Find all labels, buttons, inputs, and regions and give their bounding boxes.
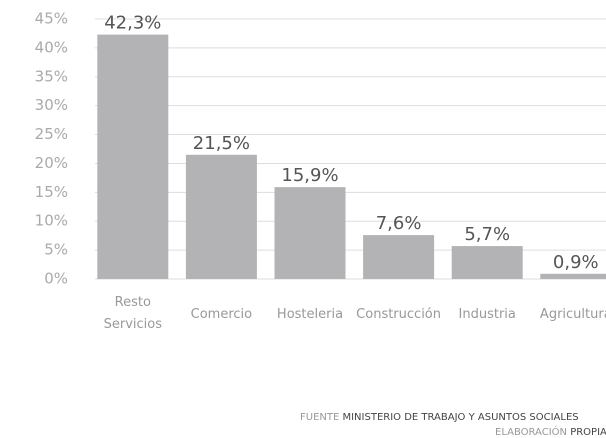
bar bbox=[540, 273, 606, 279]
bar bbox=[451, 246, 523, 279]
value-label: 21,5% bbox=[193, 133, 250, 154]
bar bbox=[185, 154, 257, 279]
x-tick-label: Hosteleria bbox=[277, 307, 343, 322]
y-tick-label: 45% bbox=[35, 10, 68, 28]
bar bbox=[97, 34, 169, 279]
x-tick-label: Resto Servicios bbox=[104, 295, 163, 332]
y-tick-label: 25% bbox=[35, 125, 68, 143]
credit: ELABORACIÓN PROPIA bbox=[495, 425, 606, 438]
bar bbox=[274, 187, 346, 279]
credit-text: PROPIA bbox=[570, 427, 606, 438]
x-tick-label: Construcción bbox=[356, 307, 441, 322]
source-label: FUENTE bbox=[300, 412, 339, 423]
x-tick-label: Agricultura bbox=[540, 307, 606, 322]
value-label: 7,6% bbox=[376, 213, 422, 234]
x-tick-label: Comercio bbox=[191, 307, 253, 322]
y-tick-label: 40% bbox=[35, 38, 68, 56]
y-tick-label: 20% bbox=[35, 154, 68, 172]
value-label: 0,9% bbox=[553, 252, 599, 273]
y-tick-label: 35% bbox=[35, 67, 68, 85]
y-tick-label: 0% bbox=[44, 270, 68, 288]
source: FUENTE MINISTERIO DE TRABAJO Y ASUNTOS S… bbox=[300, 412, 579, 423]
credit-label: ELABORACIÓN bbox=[495, 425, 567, 438]
source-text: MINISTERIO DE TRABAJO Y ASUNTOS SOCIALES bbox=[342, 412, 578, 423]
y-tick-label: 5% bbox=[44, 241, 68, 259]
y-tick-label: 10% bbox=[35, 212, 68, 230]
value-label: 5,7% bbox=[464, 224, 510, 245]
bar bbox=[363, 235, 435, 279]
value-label: 42,3% bbox=[104, 13, 161, 34]
y-tick-label: 30% bbox=[35, 96, 68, 114]
y-tick-label: 15% bbox=[35, 183, 68, 201]
x-tick-label: Industria bbox=[459, 307, 516, 322]
value-label: 15,9% bbox=[281, 165, 338, 186]
